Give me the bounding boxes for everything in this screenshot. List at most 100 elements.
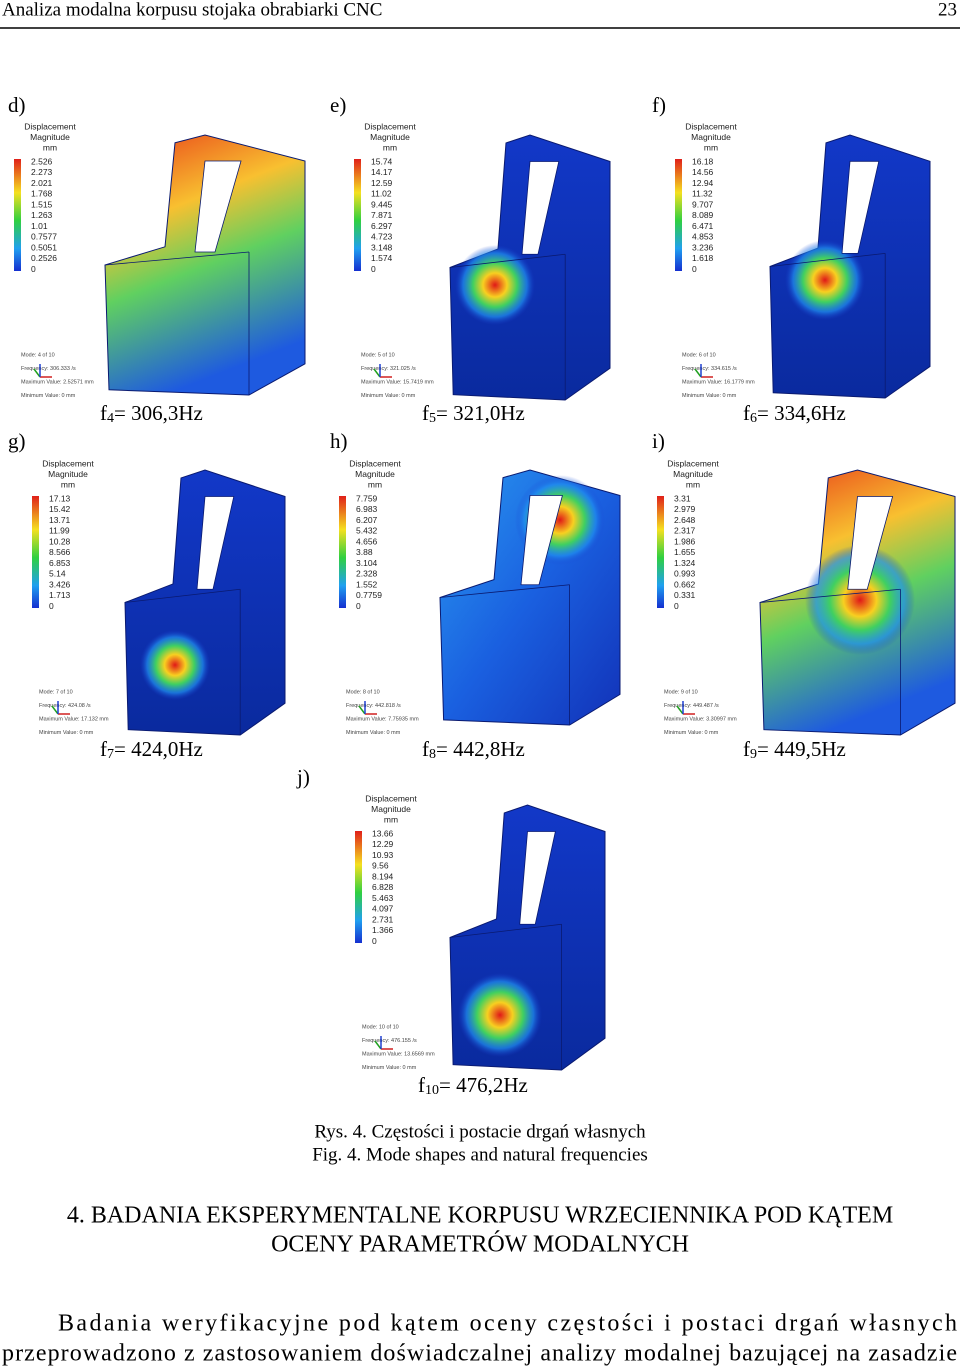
legend-value: 13.66 bbox=[372, 828, 394, 838]
model-edge bbox=[759, 588, 901, 603]
legend-value: 14.56 bbox=[692, 167, 714, 177]
mode-info: Maximum Value: 15.7419 mm bbox=[361, 379, 434, 385]
panel-label: j) bbox=[296, 765, 310, 789]
legend-value: 3.88 bbox=[356, 547, 373, 557]
legend-value: 2.526 bbox=[31, 156, 53, 166]
legend-value: 1.515 bbox=[31, 199, 53, 209]
legend-value: 3.148 bbox=[371, 242, 393, 252]
legend-value: 0 bbox=[692, 264, 697, 274]
legend-value: 3.426 bbox=[49, 579, 71, 589]
legend-value: 5.432 bbox=[356, 526, 378, 536]
mode-frequency-caption: f7= 424,0Hz bbox=[100, 737, 203, 762]
legend-value: 6.828 bbox=[372, 882, 394, 892]
legend-value: 6.853 bbox=[49, 558, 71, 568]
model-window bbox=[519, 831, 556, 925]
legend-title: Magnitude bbox=[673, 469, 713, 479]
frequency-value: = 476,2Hz bbox=[439, 1073, 528, 1097]
frequency-symbol: f bbox=[743, 737, 750, 761]
legend-value: 1.713 bbox=[49, 590, 71, 600]
legend-title: Magnitude bbox=[30, 132, 70, 142]
axis-triad bbox=[373, 368, 381, 378]
legend-value: 6.983 bbox=[356, 504, 378, 514]
legend-title: mm bbox=[384, 814, 398, 824]
model-edge bbox=[449, 253, 566, 268]
legend-title: Magnitude bbox=[691, 132, 731, 142]
panel-label: i) bbox=[652, 429, 665, 453]
legend-value: 17.13 bbox=[49, 493, 71, 503]
legend-value: 0 bbox=[372, 936, 377, 946]
model-window bbox=[196, 496, 235, 590]
frequency-index: 6 bbox=[750, 411, 757, 426]
legend-value: 13.71 bbox=[49, 515, 71, 525]
legend-value: 15.42 bbox=[49, 504, 71, 514]
displacement-hotspot bbox=[458, 973, 542, 1057]
frequency-index: 10 bbox=[425, 1083, 439, 1098]
legend-value: 8.566 bbox=[49, 547, 71, 557]
legend-title: Displacement bbox=[365, 793, 417, 803]
mode-frequency-caption: f4= 306,3Hz bbox=[100, 401, 203, 426]
legend-value: 0.331 bbox=[674, 590, 696, 600]
legend-value: 0 bbox=[31, 264, 36, 274]
mode-info: Maximum Value: 7.75935 mm bbox=[346, 716, 419, 722]
legend-title: mm bbox=[704, 142, 718, 152]
legend-title: Displacement bbox=[667, 458, 719, 468]
legend-value: 1.263 bbox=[31, 210, 53, 220]
page-number: 23 bbox=[938, 0, 957, 20]
frequency-value: = 424,0Hz bbox=[114, 737, 203, 761]
displacement-hotspot bbox=[805, 545, 915, 655]
frequency-value: = 442,8Hz bbox=[436, 737, 525, 761]
mode-info: Mode: 6 of 10 bbox=[682, 352, 716, 358]
axis-triad bbox=[358, 705, 366, 715]
mode-info: Minimum Value: 0 mm bbox=[361, 393, 416, 399]
mode-info: Maximum Value: 3.30997 mm bbox=[664, 716, 737, 722]
panel-label: h) bbox=[330, 429, 348, 453]
legend-value: 8.194 bbox=[372, 871, 394, 881]
mode-frequency-caption: f6= 334,6Hz bbox=[743, 401, 846, 426]
mode-frequency-caption: f8= 442,8Hz bbox=[422, 737, 525, 762]
figure-caption-pl: Rys. 4. Częstości i postacie drgań własn… bbox=[314, 1121, 646, 1142]
legend-value: 9.445 bbox=[371, 199, 393, 209]
legend-value: 1.324 bbox=[674, 558, 696, 568]
legend-title: mm bbox=[686, 479, 700, 489]
mode-info: Frequency: 334.615 /s bbox=[682, 366, 737, 372]
legend-value: 3.236 bbox=[692, 242, 714, 252]
mode-info: Maximum Value: 16.1779 mm bbox=[682, 379, 755, 385]
model-window bbox=[841, 160, 880, 254]
legend-value: 8.089 bbox=[692, 210, 714, 220]
legend-title: Displacement bbox=[685, 121, 737, 131]
displacement-hotspot bbox=[140, 630, 210, 700]
mode-info: Mode: 9 of 10 bbox=[664, 689, 698, 695]
legend-value: 12.94 bbox=[692, 178, 714, 188]
mode-info: Maximum Value: 17.132 mm bbox=[39, 716, 109, 722]
mode-info: Minimum Value: 0 mm bbox=[362, 1065, 417, 1071]
legend-colorbar bbox=[14, 159, 21, 271]
legend-colorbar bbox=[657, 496, 664, 608]
legend-title: Magnitude bbox=[48, 469, 88, 479]
legend-title: Displacement bbox=[24, 121, 76, 131]
legend-value: 11.02 bbox=[371, 189, 392, 199]
model-window bbox=[847, 496, 894, 590]
axis-triad bbox=[51, 705, 59, 715]
frequency-index: 7 bbox=[107, 747, 114, 762]
legend-value: 0 bbox=[674, 601, 679, 611]
model-edge bbox=[439, 584, 570, 598]
model-edge bbox=[104, 251, 250, 266]
legend-value: 0 bbox=[371, 264, 376, 274]
legend-value: 10.93 bbox=[372, 850, 394, 860]
mode-info: Minimum Value: 0 mm bbox=[682, 393, 737, 399]
mode-info: Frequency: 442.818 /s bbox=[346, 703, 401, 709]
legend-colorbar bbox=[339, 496, 346, 608]
legend-value: 5.14 bbox=[49, 569, 66, 579]
legend-value: 3.104 bbox=[356, 558, 378, 568]
mode-info: Mode: 5 of 10 bbox=[361, 352, 395, 358]
legend-title: mm bbox=[61, 479, 75, 489]
legend-value: 0.662 bbox=[674, 579, 696, 589]
axis-triad bbox=[33, 368, 41, 378]
legend-value: 1.618 bbox=[692, 253, 714, 263]
frequency-index: 9 bbox=[750, 747, 757, 762]
legend-value: 7.871 bbox=[371, 210, 393, 220]
